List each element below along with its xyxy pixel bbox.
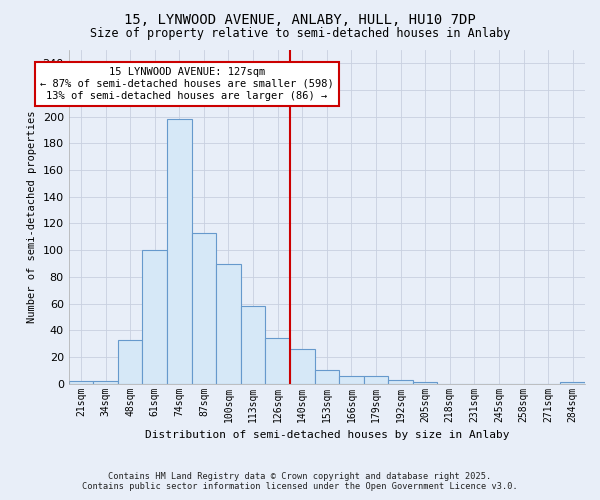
Y-axis label: Number of semi-detached properties: Number of semi-detached properties [27,110,37,323]
Text: Size of property relative to semi-detached houses in Anlaby: Size of property relative to semi-detach… [90,28,510,40]
Bar [241,306,265,384]
Text: 15 LYNWOOD AVENUE: 127sqm
← 87% of semi-detached houses are smaller (598)
13% of: 15 LYNWOOD AVENUE: 127sqm ← 87% of semi-… [40,68,334,100]
Bar [118,340,142,384]
Text: 15, LYNWOOD AVENUE, ANLABY, HULL, HU10 7DP: 15, LYNWOOD AVENUE, ANLABY, HULL, HU10 7… [124,12,476,26]
Bar [388,380,413,384]
Bar [265,338,290,384]
Bar [413,382,437,384]
Bar [68,381,93,384]
Text: Contains HM Land Registry data © Crown copyright and database right 2025.
Contai: Contains HM Land Registry data © Crown c… [82,472,518,491]
Bar [93,381,118,384]
Bar [364,376,388,384]
Bar [167,120,191,384]
Bar [560,382,585,384]
Bar [314,370,339,384]
Bar [216,264,241,384]
Bar [290,349,314,384]
Bar [339,376,364,384]
X-axis label: Distribution of semi-detached houses by size in Anlaby: Distribution of semi-detached houses by … [145,430,509,440]
Bar [142,250,167,384]
Bar [191,233,216,384]
